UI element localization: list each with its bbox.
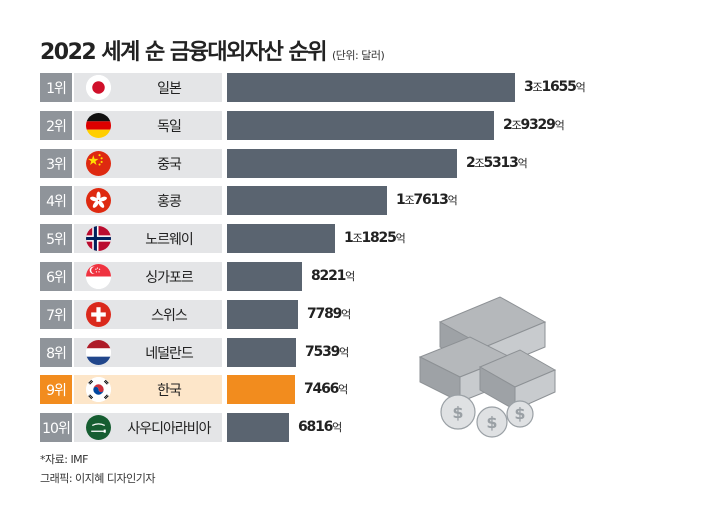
- country-label-box: 일본: [74, 73, 222, 102]
- germany-flag-icon: [86, 113, 111, 138]
- value-label: 7789억: [307, 300, 351, 329]
- chart-title: 2022 세계 순 금융대외자산 순위 (단위: 달러): [40, 34, 385, 66]
- rank-label: 4위: [40, 186, 72, 215]
- hongkong-flag-icon: [86, 188, 111, 213]
- country-label-box: 사우디아라비아: [74, 413, 222, 442]
- unit-note: (단위: 달러): [332, 49, 385, 62]
- value-unit-eok: 억: [339, 346, 349, 359]
- country-name: 사우디아라비아: [127, 420, 211, 437]
- bar-hongkong: [227, 186, 387, 215]
- country-name: 독일: [157, 118, 182, 135]
- value-hundred-million: 7466: [304, 381, 339, 397]
- country-name: 싱가포르: [145, 269, 194, 286]
- country-label-box: 싱가포르: [74, 262, 222, 291]
- country-name: 노르웨이: [145, 231, 194, 248]
- value-unit-eok: 억: [332, 421, 342, 434]
- rank-label: 2위: [40, 111, 72, 140]
- bar-singapore: [227, 262, 302, 291]
- credit-note: 그래픽: 이지혜 디자인기자: [40, 472, 156, 485]
- country-name: 한국: [157, 382, 182, 399]
- value-hundred-million: 9329: [520, 117, 555, 133]
- bar-norway: [227, 224, 335, 253]
- value-unit-eok: 억: [517, 157, 528, 170]
- bar-japan: [227, 73, 515, 102]
- value-label: 2조9329억: [503, 111, 565, 140]
- rank-label: 1위: [40, 73, 72, 102]
- value-hundred-million: 7539: [305, 344, 340, 360]
- rank-label: 5위: [40, 224, 72, 253]
- money-stack-illustration: $ $ $: [418, 296, 557, 438]
- bar-netherlands: [227, 338, 296, 367]
- country-label-box: 네덜란드: [74, 338, 222, 367]
- chart-title-text: 2022 세계 순 금융대외자산 순위: [40, 40, 328, 65]
- bar-germany: [227, 111, 494, 140]
- country-name: 일본: [157, 80, 182, 97]
- norway-flag-icon: [86, 226, 111, 251]
- singapore-flag-icon: [86, 264, 111, 289]
- rank-label: 3위: [40, 149, 72, 178]
- netherlands-flag-icon: [86, 340, 111, 365]
- rank-label: 9위: [40, 375, 72, 404]
- country-label-box: 홍콩: [74, 186, 222, 215]
- country-label-box: 한국: [74, 375, 222, 404]
- value-label: 1조7613억: [396, 186, 458, 215]
- value-hundred-million: 5313: [483, 155, 518, 171]
- value-trillion: 2: [466, 155, 476, 171]
- value-trillion: 2: [503, 117, 513, 133]
- bar-china: [227, 149, 457, 178]
- country-label-box: 노르웨이: [74, 224, 222, 253]
- value-unit-eok: 억: [554, 119, 565, 132]
- value-hundred-million: 7613: [413, 192, 448, 208]
- value-unit-jo: 조: [404, 194, 415, 207]
- value-hundred-million: 7789: [307, 306, 342, 322]
- bar-saudi-arabia: [227, 413, 289, 442]
- korea-flag-icon: [86, 377, 111, 402]
- country-name: 중국: [157, 156, 182, 173]
- value-label: 3조1655억: [524, 73, 586, 102]
- value-unit-eok: 억: [341, 308, 351, 321]
- value-label: 8221억: [311, 262, 355, 291]
- rank-label: 7위: [40, 300, 72, 329]
- source-note: *자료: IMF: [40, 453, 89, 466]
- value-unit-jo: 조: [511, 119, 522, 132]
- rank-label: 10위: [40, 413, 72, 442]
- value-hundred-million: 1655: [541, 79, 576, 95]
- japan-flag-icon: [86, 75, 111, 100]
- country-name: 네덜란드: [145, 345, 194, 362]
- saudi-arabia-flag-icon: [86, 415, 111, 440]
- china-flag-icon: [86, 151, 111, 176]
- country-label-box: 스위스: [74, 300, 222, 329]
- value-label: 2조5313억: [466, 149, 528, 178]
- rank-label: 8위: [40, 338, 72, 367]
- value-trillion: 1: [344, 230, 354, 246]
- value-unit-eok: 억: [395, 232, 406, 245]
- value-label: 7539억: [305, 338, 349, 367]
- country-label-box: 독일: [74, 111, 222, 140]
- switzerland-flag-icon: [86, 302, 111, 327]
- value-label: 7466억: [304, 375, 348, 404]
- svg-text:$: $: [486, 413, 497, 432]
- value-unit-eok: 억: [575, 81, 586, 94]
- value-label: 1조1825억: [344, 224, 406, 253]
- value-unit-eok: 억: [447, 194, 458, 207]
- value-hundred-million: 6816: [298, 419, 333, 435]
- value-unit-eok: 억: [345, 270, 355, 283]
- value-trillion: 1: [396, 192, 406, 208]
- rank-label: 6위: [40, 262, 72, 291]
- value-unit-eok: 억: [338, 383, 348, 396]
- value-unit-jo: 조: [352, 232, 363, 245]
- country-label-box: 중국: [74, 149, 222, 178]
- bar-korea: [227, 375, 295, 404]
- value-trillion: 3: [524, 79, 534, 95]
- svg-text:$: $: [452, 403, 463, 422]
- value-hundred-million: 1825: [361, 230, 396, 246]
- bar-switzerland: [227, 300, 298, 329]
- country-name: 스위스: [151, 307, 188, 324]
- value-label: 6816억: [298, 413, 342, 442]
- svg-text:$: $: [514, 404, 525, 423]
- value-unit-jo: 조: [474, 157, 485, 170]
- value-unit-jo: 조: [532, 81, 543, 94]
- country-name: 홍콩: [157, 193, 182, 210]
- value-hundred-million: 8221: [311, 268, 346, 284]
